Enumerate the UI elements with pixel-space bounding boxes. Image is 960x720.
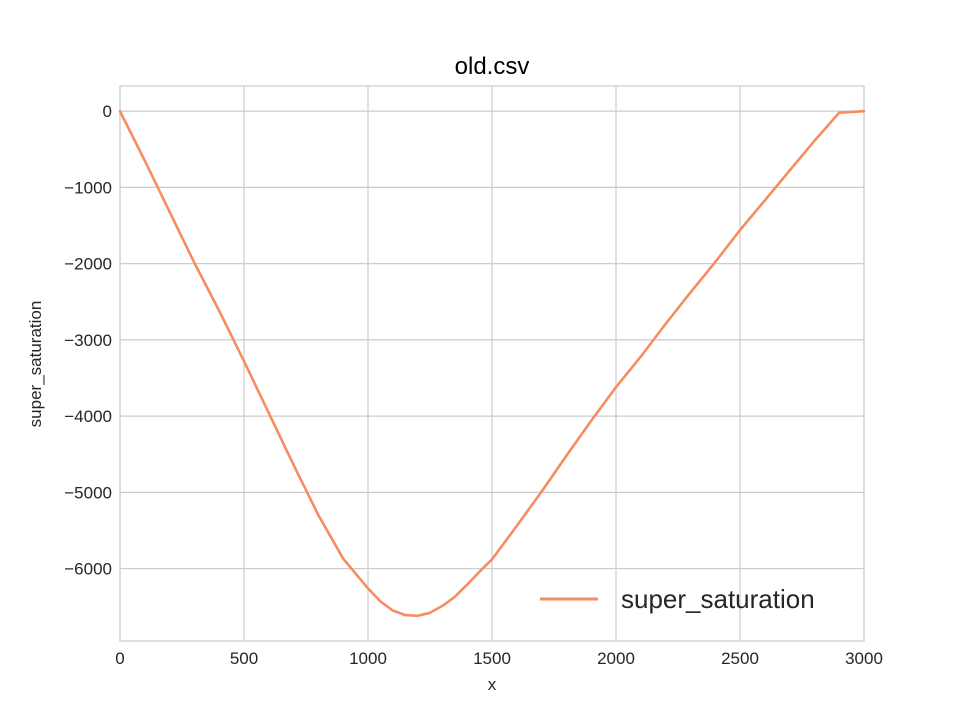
- x-tick-label: 2500: [721, 649, 759, 668]
- plot-frame: [119, 85, 865, 642]
- series-layer: [118, 109, 866, 618]
- series-line-super-saturation: [118, 109, 866, 618]
- legend: super_saturation: [540, 584, 815, 614]
- y-tick-label: −3000: [64, 331, 112, 350]
- grid: [119, 86, 865, 641]
- x-tick-label: 2000: [597, 649, 635, 668]
- legend-label: super_saturation: [621, 584, 815, 614]
- x-tick-label: 500: [230, 649, 258, 668]
- y-tick-labels: 0 −1000 −2000 −3000 −4000 −5000 −6000: [64, 102, 112, 578]
- y-tick-label: −2000: [64, 255, 112, 274]
- y-tick-label: −6000: [64, 560, 112, 579]
- x-tick-label: 0: [115, 649, 124, 668]
- y-axis-label: super_saturation: [26, 301, 45, 428]
- y-tick-label: −4000: [64, 407, 112, 426]
- x-tick-labels: 0 500 1000 1500 2000 2500 3000: [115, 649, 883, 668]
- x-tick-label: 1000: [349, 649, 387, 668]
- y-tick-label: 0: [103, 102, 112, 121]
- y-tick-label: −5000: [64, 483, 112, 502]
- chart-title: old.csv: [455, 53, 530, 80]
- x-tick-label: 1500: [473, 649, 511, 668]
- x-axis-label: x: [488, 675, 497, 694]
- x-tick-label: 3000: [845, 649, 883, 668]
- y-tick-label: −1000: [64, 178, 112, 197]
